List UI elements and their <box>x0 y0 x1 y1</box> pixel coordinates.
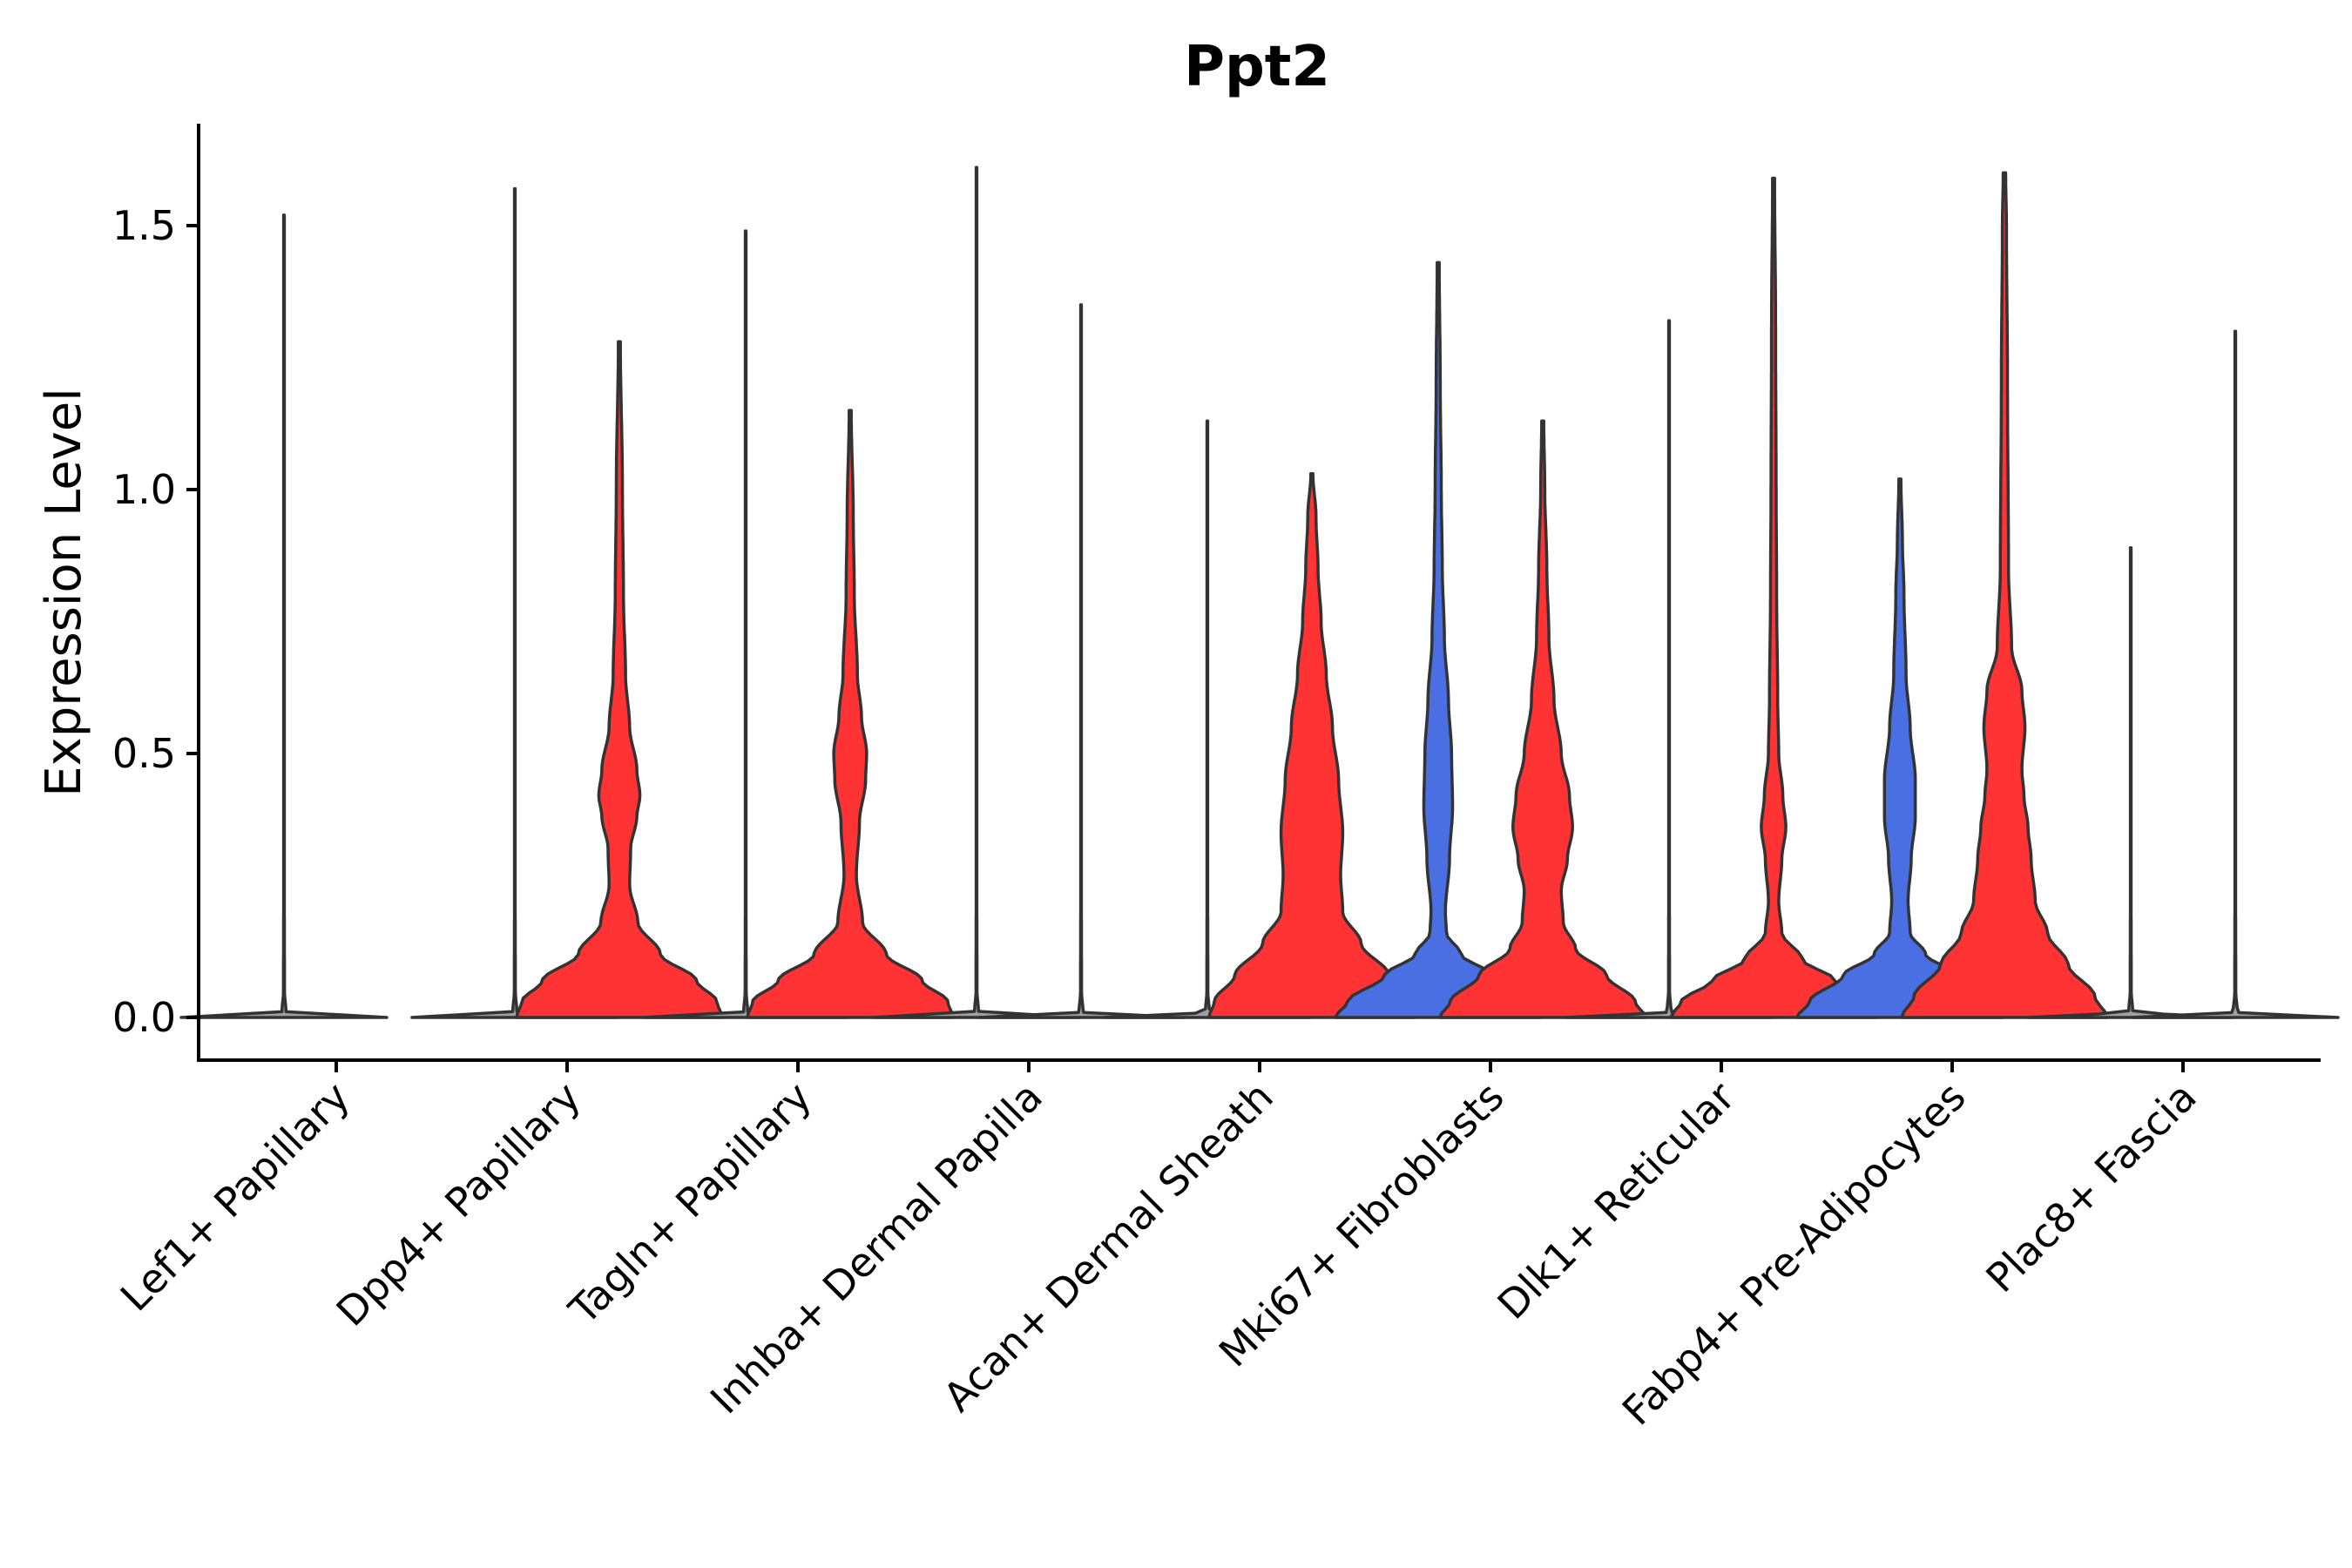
violin-8-right <box>2131 329 2340 1019</box>
violin-6-right <box>1669 176 1878 1019</box>
y-tick-label: 0.5 <box>112 730 176 777</box>
violin-8-left <box>2026 545 2235 1019</box>
x-tick-label: Dlk1+ Reticular <box>1489 1073 1744 1328</box>
violin-1-right <box>515 340 724 1019</box>
violin-5-right <box>1438 419 1647 1019</box>
violin-6-left <box>1565 319 1774 1019</box>
violin-7-left <box>1795 477 2004 1019</box>
x-tick-label: Lef1+ Papillary <box>112 1073 359 1321</box>
y-ticks: 0.0 0.5 1.0 1.5 <box>112 202 199 1041</box>
y-tick-label: 0.0 <box>112 994 176 1041</box>
violins <box>179 166 2340 1019</box>
violin-1-left <box>410 186 619 1019</box>
violin-0-left <box>179 213 389 1019</box>
y-tick-label: 1.5 <box>112 202 176 249</box>
x-tick-label: Dpp4+ Papillary <box>328 1073 590 1335</box>
violin-4-right <box>1207 472 1416 1019</box>
x-tick-label: Tagln+ Papillary <box>559 1073 821 1335</box>
violin-7-right <box>1900 171 2109 1019</box>
y-tick-label: 1.0 <box>112 466 176 513</box>
chart-title: Ppt2 <box>1184 35 1330 99</box>
violin-4-left <box>1103 419 1312 1019</box>
violin-2-left <box>641 229 850 1019</box>
violin-3-left <box>872 166 1081 1019</box>
violin-5-left <box>1334 260 1543 1019</box>
violin-3-right <box>977 303 1186 1019</box>
x-tick-label: Plac8+ Fascia <box>1977 1073 2205 1301</box>
violin-2-right <box>746 409 955 1019</box>
y-axis-label: Expression Level <box>36 388 92 797</box>
